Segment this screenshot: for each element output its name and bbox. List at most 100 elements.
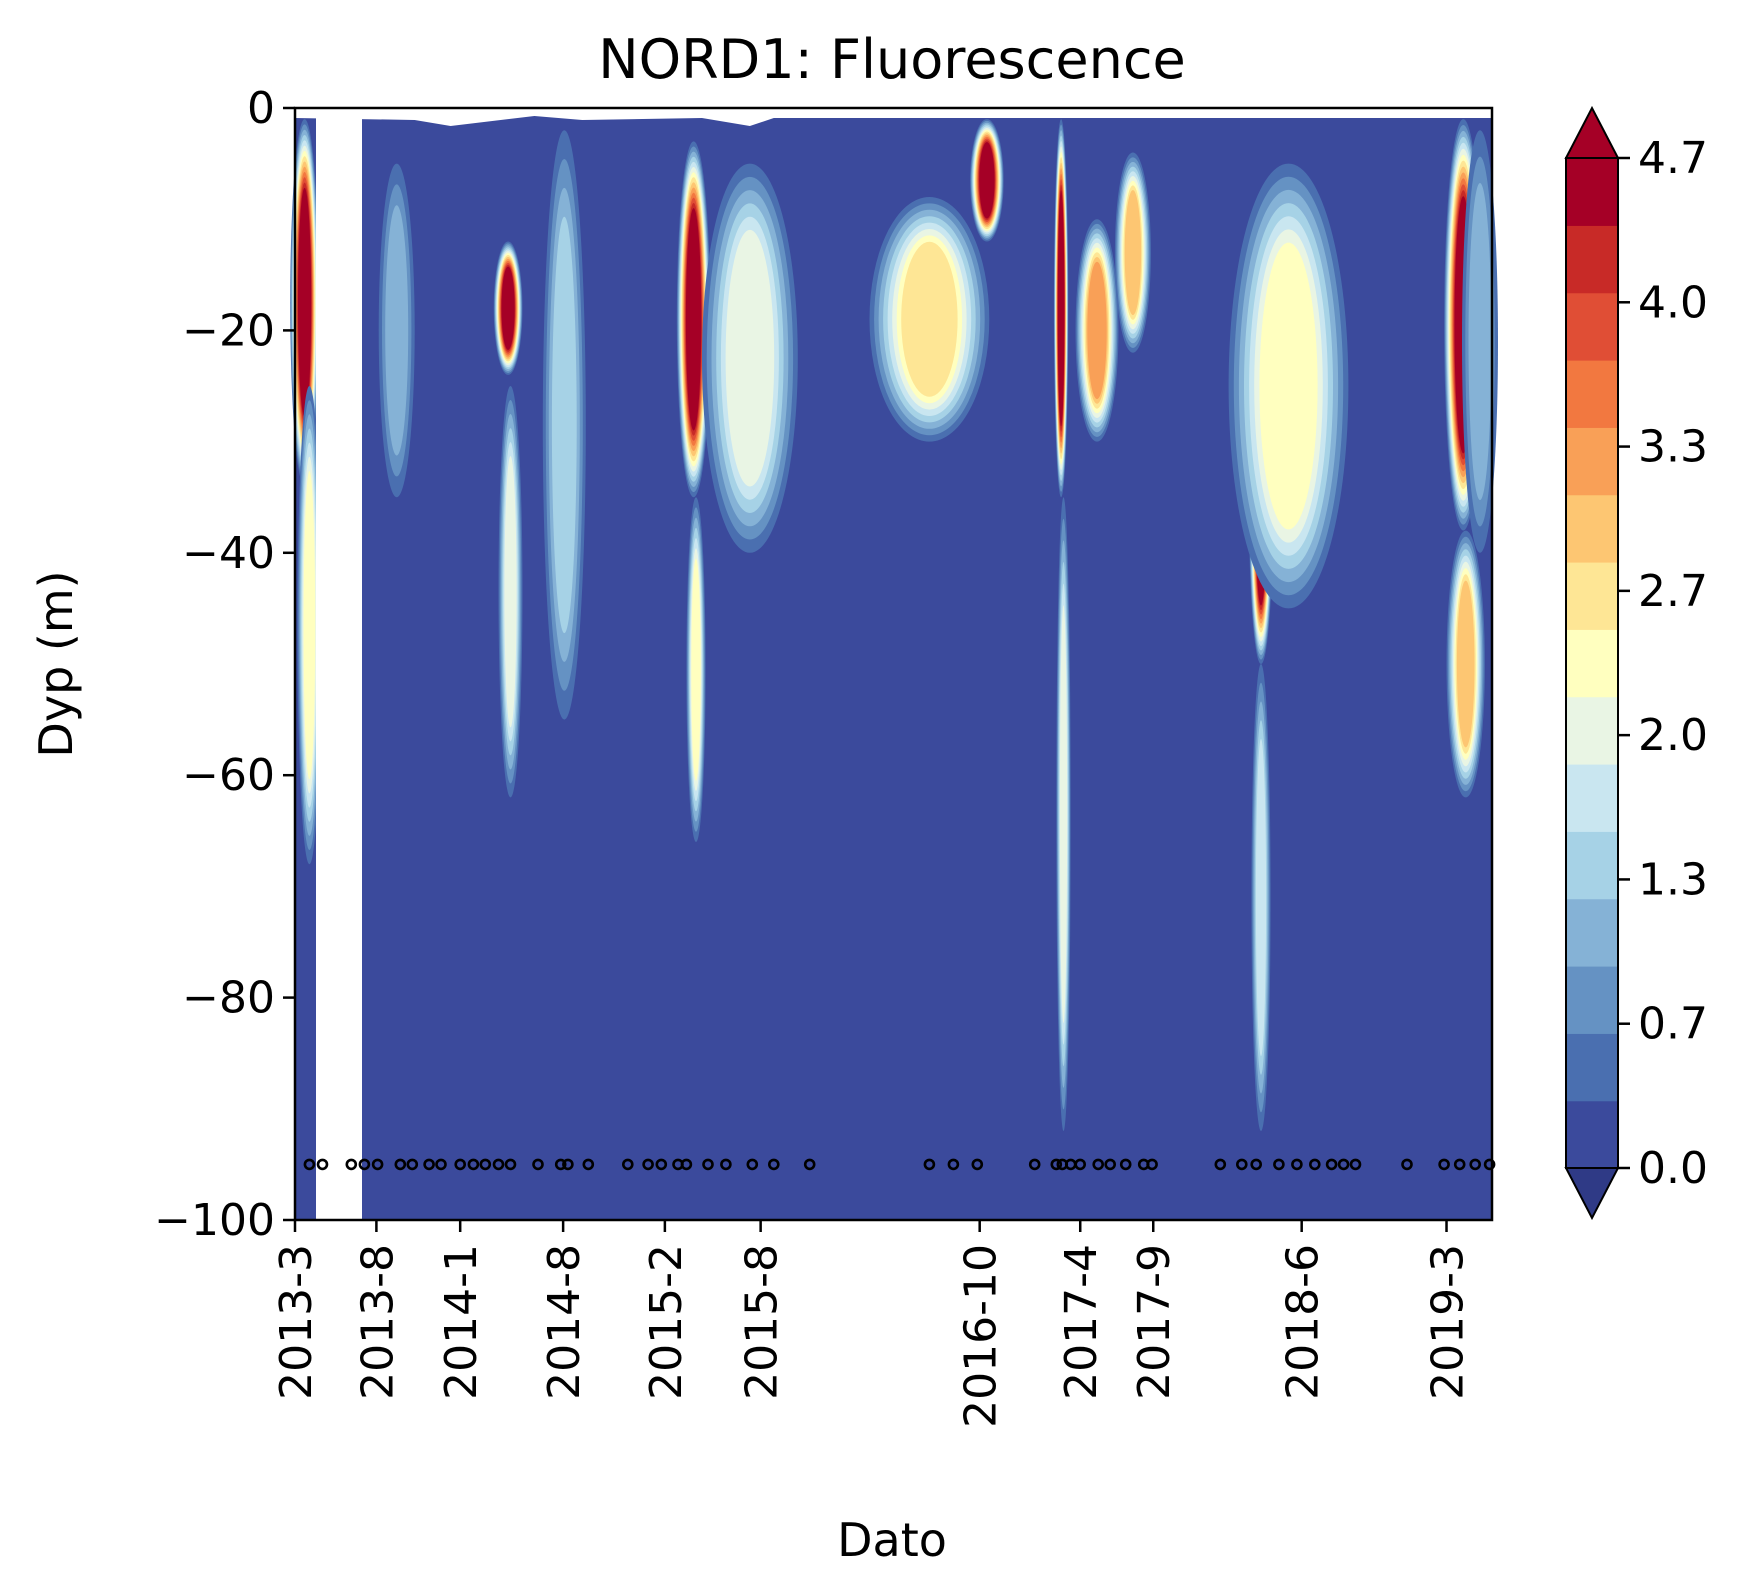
x-tick-label: 2018-6 bbox=[1278, 1244, 1329, 1400]
colorbar-swatch bbox=[1566, 696, 1618, 765]
contour-band-14-9 bbox=[1124, 190, 1142, 316]
y-tick-label: −40 bbox=[182, 528, 275, 579]
colorbar-swatch bbox=[1566, 629, 1618, 698]
colorbar-frame bbox=[1565, 157, 1619, 1169]
contour-band-5-4 bbox=[551, 216, 577, 634]
y-tick-label: 0 bbox=[247, 83, 275, 134]
sample-marker bbox=[454, 1158, 467, 1171]
sample-marker bbox=[1273, 1158, 1285, 1171]
sample-marker bbox=[1119, 1158, 1132, 1171]
contour-band-17-7 bbox=[1259, 242, 1318, 530]
contour-band-16-5 bbox=[1255, 739, 1267, 1056]
contour-band-8-6 bbox=[725, 229, 775, 487]
colorbar-tick-label: 3.3 bbox=[1638, 422, 1708, 473]
sample-marker bbox=[394, 1158, 407, 1171]
colorbar-swatch bbox=[1566, 225, 1618, 294]
x-axis-label: Dato bbox=[837, 1513, 947, 1567]
sample-marker bbox=[1309, 1158, 1321, 1171]
colorbar-swatch bbox=[1566, 831, 1618, 900]
sample-marker bbox=[947, 1158, 960, 1171]
sample-marker bbox=[746, 1158, 759, 1171]
sample-marker bbox=[923, 1158, 936, 1171]
sample-marker bbox=[504, 1158, 517, 1171]
sample-marker bbox=[435, 1158, 447, 1171]
y-axis: 0 −20 −40 −60 −80 −100 bbox=[154, 83, 295, 1246]
sample-marker bbox=[492, 1158, 505, 1171]
x-tick-label: 2016-10 bbox=[956, 1244, 1007, 1428]
sample-marker bbox=[1092, 1158, 1104, 1171]
no-data-gap bbox=[316, 108, 362, 1220]
colorbar-swatch bbox=[1566, 1033, 1618, 1102]
colorbar-swatch bbox=[1566, 427, 1618, 496]
colorbar-swatch bbox=[1566, 494, 1618, 563]
sample-markers bbox=[303, 1158, 1496, 1171]
sample-marker bbox=[1214, 1158, 1227, 1171]
contour-band-1-7 bbox=[303, 470, 316, 780]
y-tick-label: −80 bbox=[182, 973, 275, 1024]
x-tick-label: 2019-3 bbox=[1423, 1244, 1474, 1400]
sample-marker bbox=[680, 1158, 693, 1171]
sample-marker bbox=[702, 1158, 714, 1171]
sample-marker bbox=[803, 1158, 816, 1171]
contour-band-13-10 bbox=[1087, 261, 1107, 400]
contour-band-11-15 bbox=[1058, 195, 1065, 421]
colorbar-tick-label: 1.3 bbox=[1638, 854, 1708, 905]
sample-marker bbox=[1453, 1158, 1466, 1171]
colorbar-swatch bbox=[1566, 1100, 1618, 1169]
sample-marker bbox=[423, 1158, 435, 1171]
colorbar-swatch bbox=[1566, 158, 1618, 226]
contour-band-9-8 bbox=[901, 241, 958, 397]
sample-marker bbox=[1074, 1158, 1086, 1171]
colorbar-swatch bbox=[1566, 360, 1618, 428]
y-tick-label: −100 bbox=[154, 1195, 275, 1246]
sample-marker bbox=[371, 1158, 384, 1171]
chart-title: NORD1: Fluorescence bbox=[598, 28, 1185, 91]
colorbar-extend-min bbox=[1564, 1167, 1620, 1221]
colorbar-swatch bbox=[1566, 562, 1618, 630]
sample-marker bbox=[1469, 1158, 1481, 1171]
sample-marker bbox=[720, 1158, 732, 1171]
x-tick-label: 2013-3 bbox=[271, 1244, 322, 1400]
sample-marker bbox=[642, 1158, 654, 1171]
sample-marker bbox=[562, 1158, 574, 1171]
sample-marker bbox=[406, 1158, 419, 1171]
sample-marker bbox=[1349, 1158, 1362, 1171]
surface-no-data bbox=[295, 108, 1492, 126]
y-tick-label: −60 bbox=[182, 750, 275, 801]
sample-marker bbox=[358, 1158, 371, 1171]
contour-band-6-15 bbox=[686, 213, 701, 426]
x-tick-label: 2017-4 bbox=[1056, 1244, 1107, 1400]
sample-marker bbox=[554, 1158, 567, 1171]
sample-marker bbox=[532, 1158, 544, 1171]
plot-area bbox=[290, 106, 1498, 1222]
colorbar-swatch bbox=[1566, 764, 1618, 832]
x-axis: 2013-3 2013-8 2014-1 2014-8 2015-2 2015-8 2016… bbox=[271, 1220, 1474, 1428]
x-tick-label: 2014-8 bbox=[539, 1244, 590, 1400]
sample-marker bbox=[1438, 1158, 1450, 1171]
sample-marker bbox=[1236, 1158, 1248, 1171]
contour-band-19-9 bbox=[1456, 580, 1475, 748]
sample-marker bbox=[1028, 1158, 1041, 1171]
sample-marker bbox=[1146, 1158, 1158, 1171]
sample-marker bbox=[1250, 1158, 1262, 1171]
contour-band-0-15 bbox=[298, 193, 311, 412]
sample-marker bbox=[1050, 1158, 1063, 1171]
no-data-top-edge bbox=[295, 108, 1492, 126]
sample-marker bbox=[655, 1158, 668, 1171]
sample-marker bbox=[316, 1158, 329, 1171]
colorbar-swatch bbox=[1566, 292, 1618, 361]
sample-marker bbox=[479, 1158, 492, 1171]
colorbar-tick-label: 0.7 bbox=[1638, 999, 1708, 1050]
sample-marker bbox=[303, 1158, 316, 1171]
colorbar-tick-label: 4.7 bbox=[1638, 133, 1708, 184]
sample-marker bbox=[467, 1158, 480, 1171]
sample-marker bbox=[582, 1158, 595, 1171]
x-tick-label: 2017-9 bbox=[1129, 1244, 1180, 1400]
sample-marker bbox=[621, 1158, 634, 1171]
plot-frame bbox=[293, 106, 1494, 1222]
contour-band-20-3 bbox=[1468, 183, 1492, 500]
sample-marker bbox=[971, 1158, 984, 1171]
colorbar-tick-label: 0.0 bbox=[1638, 1143, 1708, 1194]
contour-band-4-6 bbox=[504, 456, 517, 728]
